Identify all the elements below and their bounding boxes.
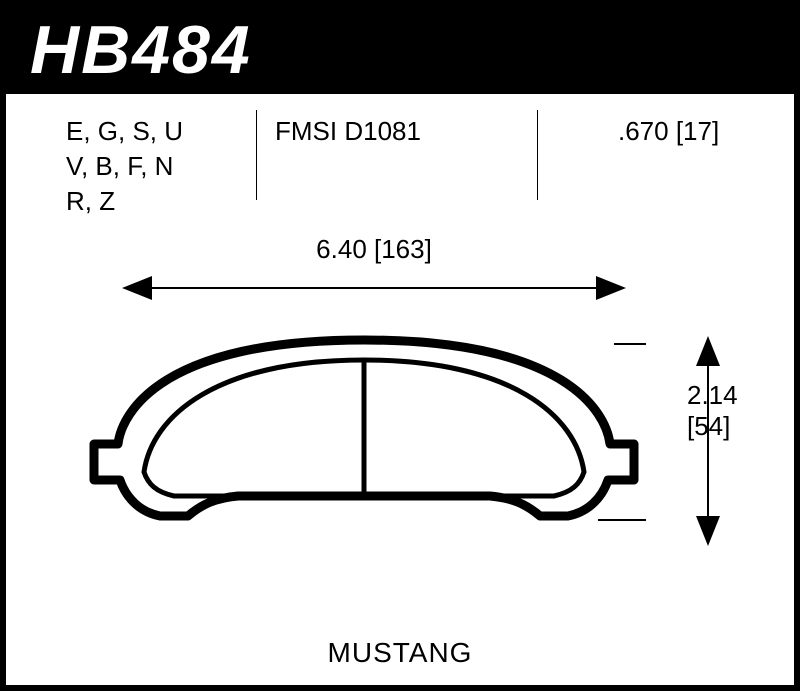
width-arrow-icon bbox=[122, 268, 626, 308]
fmsi-code: FMSI D1081 bbox=[257, 114, 537, 219]
part-number: HB484 bbox=[30, 11, 252, 89]
diagram-container: HB484 E, G, S, U V, B, F, N R, Z FMSI D1… bbox=[0, 0, 800, 691]
height-label-line: [54] bbox=[687, 411, 759, 442]
height-dimension-label: 2.14 [54] bbox=[687, 380, 759, 442]
header-bar: HB484 bbox=[6, 6, 794, 94]
model-name: MUSTANG bbox=[6, 637, 794, 669]
thickness-value: .670 [17] bbox=[538, 114, 754, 219]
brake-pad-outline-icon bbox=[82, 316, 646, 556]
height-label-line: 2.14 bbox=[687, 380, 759, 411]
compounds-line: R, Z bbox=[66, 184, 256, 219]
compounds-line: E, G, S, U bbox=[66, 114, 256, 149]
width-dimension-label: 6.40 [163] bbox=[122, 234, 626, 265]
info-row: E, G, S, U V, B, F, N R, Z FMSI D1081 .6… bbox=[66, 114, 754, 219]
compounds-list: E, G, S, U V, B, F, N R, Z bbox=[66, 114, 256, 219]
width-dimension: 6.40 [163] bbox=[122, 268, 626, 308]
compounds-line: V, B, F, N bbox=[66, 149, 256, 184]
